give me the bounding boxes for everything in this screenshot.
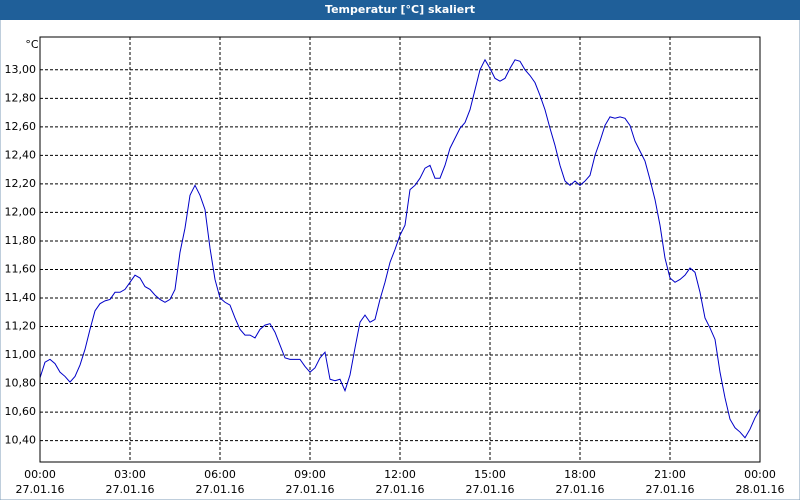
y-tick-label: 12,60 xyxy=(5,120,37,133)
x-tick-date: 27.01.16 xyxy=(106,483,155,496)
y-tick-label: 12,20 xyxy=(5,177,37,190)
y-tick-label: 11,60 xyxy=(5,262,37,275)
x-tick-date: 27.01.16 xyxy=(376,483,425,496)
y-tick-label: 12,40 xyxy=(5,148,37,161)
x-tick-label: 12:00 xyxy=(384,468,416,481)
x-tick-label: 00:00 xyxy=(744,468,776,481)
plot-border xyxy=(39,36,761,463)
data-line xyxy=(39,58,761,439)
x-tick-label: 00:00 xyxy=(24,468,56,481)
x-tick-label: 18:00 xyxy=(564,468,596,481)
y-tick-label: 10,80 xyxy=(5,377,37,390)
y-tick-label: 11,00 xyxy=(5,348,37,361)
x-tick-date: 27.01.16 xyxy=(286,483,335,496)
x-tick-date: 27.01.16 xyxy=(466,483,515,496)
y-tick-label: 11,40 xyxy=(5,291,37,304)
title-bar xyxy=(0,0,800,20)
y-tick-label: 12,00 xyxy=(5,205,37,218)
x-tick-label: 09:00 xyxy=(294,468,326,481)
chart-title: Temperatur [°C] skaliert xyxy=(325,3,475,16)
x-tick-date: 27.01.16 xyxy=(646,483,695,496)
x-tick-label: 15:00 xyxy=(474,468,506,481)
x-tick-label: 06:00 xyxy=(204,468,236,481)
x-tick-label: 21:00 xyxy=(654,468,686,481)
y-axis-unit: °C xyxy=(25,38,39,51)
y-tick-label: 11,80 xyxy=(5,234,37,247)
y-tick-label: 11,20 xyxy=(5,320,37,333)
y-tick-label: 12,80 xyxy=(5,91,37,104)
x-tick-date: 28.01.16 xyxy=(736,483,785,496)
x-tick-date: 27.01.16 xyxy=(556,483,605,496)
x-tick-label: 03:00 xyxy=(114,468,146,481)
y-tick-label: 10,40 xyxy=(5,434,37,447)
y-tick-label: 13,00 xyxy=(5,63,37,76)
y-tick-label: 10,60 xyxy=(5,405,37,418)
x-tick-date: 27.01.16 xyxy=(16,483,65,496)
x-tick-date: 27.01.16 xyxy=(196,483,245,496)
